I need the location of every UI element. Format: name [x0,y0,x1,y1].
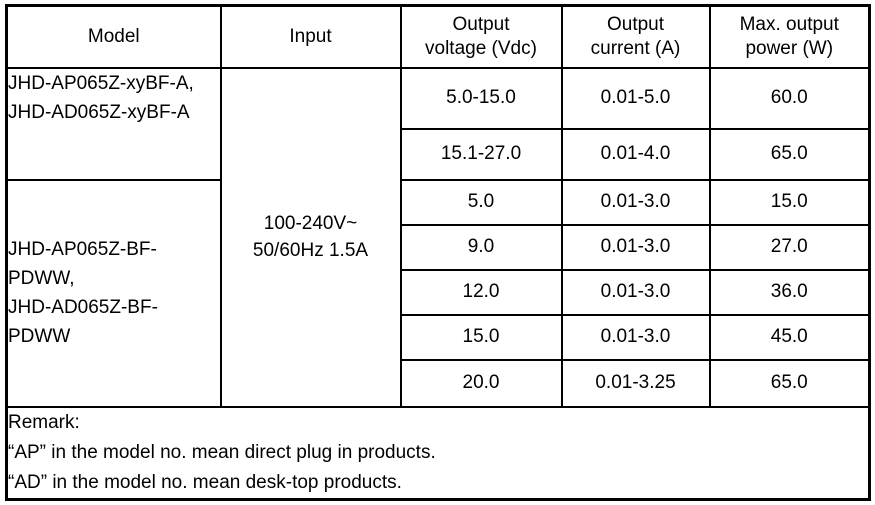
cell-output-voltage: 12.0 [399,268,563,316]
model-group-cell-b: JHD-AP065Z-BF-PDWW, JHD-AD065Z-BF-PDWW [5,178,222,408]
cell-max-output-power: 15.0 [708,178,871,226]
table-row: 15.1-27.0 0.01-4.0 65.0 [7,127,871,181]
cell-output-current: 0.01-3.25 [560,358,711,408]
cell-output-current: 0.01-3.0 [560,268,711,316]
model-name-line: JHD-AP065Z-BF-PDWW, [8,239,157,289]
table-row: JHD-AP065Z-BF-PDWW, JHD-AD065Z-BF-PDWW 5… [5,178,871,408]
table-row: 9.0 0.01-3.0 27.0 [7,223,871,271]
power-supply-specification-table: Model Input Output voltage (Vdc) Output … [5,4,871,501]
column-header-max-output-power: Max. output power (W) [708,4,871,69]
column-header-model: Model [5,4,222,69]
model-group-cell-a: JHD-AP065Z-xyBF-A, JHD-AD065Z-xyBF-A [5,66,222,181]
cell-max-output-power: 65.0 [708,358,871,408]
cell-output-current: 0.01-3.0 [560,178,711,226]
input-spec-line2: 50/60Hz 1.5A [252,240,369,261]
table-row: JHD-AP065Z-xyBF-A, JHD-AD065Z-xyBF-A 100… [5,66,871,408]
input-spec-cell: 100-240V~ 50/60Hz 1.5A [219,66,402,408]
cell-max-output-power: 45.0 [708,313,871,361]
table-row: 15.0 0.01-3.0 45.0 [7,313,871,361]
cell-output-current: 0.01-4.0 [560,127,711,181]
specification-table-container: Model Input Output voltage (Vdc) Output … [5,4,871,501]
cell-output-voltage: 9.0 [399,223,563,271]
cell-max-output-power: 60.0 [708,66,871,130]
table-row: 12.0 0.01-3.0 36.0 [7,268,871,316]
column-header-output-current-line1: Output [606,13,665,35]
remark-line-ad: “AD” in the model no. mean desk-top prod… [8,471,402,493]
cell-output-current: 0.01-3.0 [560,223,711,271]
table-header-row: Model Input Output voltage (Vdc) Output … [5,4,871,69]
cell-output-voltage: 15.0 [399,313,563,361]
cell-max-output-power: 65.0 [708,127,871,181]
cell-output-voltage: 5.0-15.0 [399,66,563,130]
cell-output-voltage: 5.0 [399,178,563,226]
remark-line-ap: “AP” in the model no. mean direct plug i… [8,441,436,463]
column-header-output-voltage-line2: voltage (Vdc) [425,37,537,59]
column-header-max-output-power-line2: power (W) [745,37,834,59]
model-name-line: JHD-AP065Z-xyBF-A, [8,72,194,94]
remark-title: Remark: [8,411,80,433]
cell-max-output-power: 36.0 [708,268,871,316]
remark-row: Remark: “AP” in the model no. mean direc… [5,405,871,500]
remark-section: Remark: “AP” in the model no. mean direc… [5,405,871,500]
cell-output-voltage: 20.0 [399,358,563,408]
cell-output-current: 0.01-3.0 [560,313,711,361]
model-name-line: JHD-AD065Z-BF-PDWW [8,297,158,347]
column-header-output-voltage: Output voltage (Vdc) [399,4,563,69]
input-spec-line1: 100-240V~ [263,213,358,234]
model-name-line: JHD-AD065Z-xyBF-A [8,101,190,123]
cell-output-current: 0.01-5.0 [560,66,711,130]
table-row: 20.0 0.01-3.25 65.0 [7,358,871,408]
column-header-output-current: Output current (A) [560,4,711,69]
column-header-output-current-line2: current (A) [590,37,681,59]
column-header-output-voltage-line1: Output [452,13,510,35]
column-header-max-output-power-line1: Max. output [739,13,839,35]
cell-max-output-power: 27.0 [708,223,871,271]
column-header-input: Input [219,4,402,69]
cell-output-voltage: 15.1-27.0 [399,127,563,181]
